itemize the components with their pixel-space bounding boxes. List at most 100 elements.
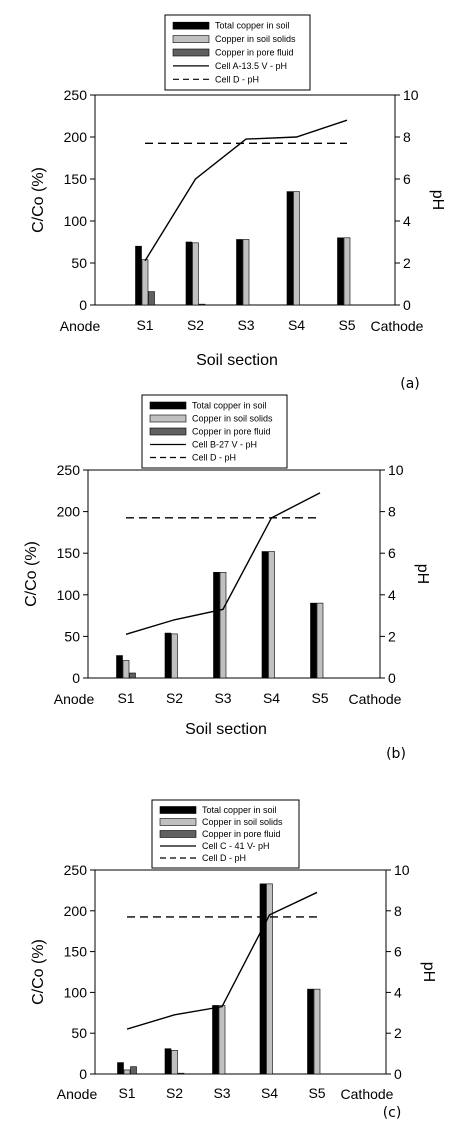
bar-copper-in-soil-solids-s1 xyxy=(141,259,149,306)
y-tick-label: 200 xyxy=(64,903,88,919)
y2-tick-label: 6 xyxy=(403,171,411,187)
x-tick-label: S4 xyxy=(288,317,305,333)
y2-tick-label: 10 xyxy=(394,862,410,878)
y-axis-label: C/Co (%) xyxy=(23,541,40,607)
bar-total-copper-in-soil-s4 xyxy=(259,883,267,1075)
bar-copper-in-soil-solids-s1 xyxy=(123,1069,131,1075)
chart-panel-a: 0 50 100 150 200 250 0 2 4 6 8 10 C/Co (%) pH S1 S2 S3 S4… xyxy=(30,14,446,392)
x-tick-label: S3 xyxy=(213,1085,230,1101)
x-tick-label: S1 xyxy=(136,317,153,333)
bar-copper-in-soil-solids-s3 xyxy=(219,572,227,679)
y-tick-label: 150 xyxy=(64,944,88,960)
bar-copper-in-soil-solids-s2 xyxy=(192,242,199,306)
y2-tick-label: 8 xyxy=(388,504,396,520)
bar-copper-in-soil-solids-s5 xyxy=(313,988,321,1075)
bar-total-copper-in-soil-s5 xyxy=(307,988,314,1075)
y2-tick-label: 0 xyxy=(388,670,396,686)
x-tick-label: S2 xyxy=(187,317,204,333)
x-end-label-anode: Anode xyxy=(60,318,101,334)
x-tick-label: S5 xyxy=(308,1085,325,1101)
line-cell-a-13-5-v-ph xyxy=(144,119,348,262)
y-tick-label: 250 xyxy=(64,87,88,103)
legend-swatch xyxy=(149,414,187,423)
plot-frame xyxy=(94,869,387,1075)
y-tick-label: 50 xyxy=(71,1025,87,1041)
bar-copper-in-pore-fluid-s1 xyxy=(129,672,136,679)
y2-axis-label: pH xyxy=(414,564,431,584)
legend-label: Cell D - pH xyxy=(202,853,246,863)
legend-label: Total copper in soil xyxy=(192,401,267,411)
y2-tick-label: 8 xyxy=(394,903,402,919)
x-end-label-anode: Anode xyxy=(54,691,95,707)
legend: Total copper in soil Copper in soil solid… xyxy=(141,394,288,469)
x-tick-label: S2 xyxy=(166,1085,183,1101)
bar-copper-in-soil-solids-s3 xyxy=(242,239,250,306)
x-tick-label: S2 xyxy=(166,690,183,706)
legend-label: Copper in soil solids xyxy=(215,34,296,44)
legend: Total copper in soil Copper in soil solid… xyxy=(151,799,300,869)
bar-total-copper-in-soil-s1 xyxy=(117,1062,124,1075)
x-tick-label: S5 xyxy=(311,690,328,706)
y-tick-label: 0 xyxy=(79,297,87,313)
line-cell-c-41-v-ph xyxy=(126,891,318,1030)
legend-label: Copper in soil solids xyxy=(192,414,273,424)
y-tick-label: 250 xyxy=(64,862,88,878)
legend-swatch xyxy=(159,830,197,838)
bar-copper-in-soil-solids-s3 xyxy=(218,1005,226,1075)
y2-tick-label: 0 xyxy=(403,297,411,313)
bar-total-copper-in-soil-s1 xyxy=(116,655,123,679)
x-tick-label: S3 xyxy=(214,690,231,706)
legend-label: Copper in pore fluid xyxy=(202,829,281,839)
x-tick-label: S4 xyxy=(261,1085,278,1101)
line-cell-b-27-v-ph xyxy=(125,492,321,635)
bar-copper-in-pore-fluid-s2 xyxy=(177,1072,185,1075)
legend-label: Copper in pore fluid xyxy=(215,48,294,58)
x-end-label-cathode: Cathode xyxy=(371,318,424,334)
y2-tick-label: 4 xyxy=(403,213,411,229)
legend-swatch xyxy=(172,48,210,57)
y2-tick-label: 4 xyxy=(388,587,396,603)
y-tick-label: 150 xyxy=(64,171,88,187)
bar-copper-in-soil-solids-s5 xyxy=(343,237,351,306)
x-tick-label: S1 xyxy=(117,690,134,706)
bar-copper-in-soil-solids-s4 xyxy=(268,551,275,679)
bar-total-copper-in-soil-s3 xyxy=(236,239,243,306)
bar-total-copper-in-soil-s4 xyxy=(286,191,294,306)
y2-tick-label: 8 xyxy=(403,129,411,145)
plot-frame xyxy=(87,469,381,679)
y2-tick-label: 6 xyxy=(388,545,396,561)
y-axis-label: C/Co (%) xyxy=(30,939,47,1005)
y2-tick-label: 10 xyxy=(388,462,404,478)
bar-copper-in-pore-fluid-s1 xyxy=(130,1066,137,1075)
y2-tick-label: 2 xyxy=(388,628,396,644)
bar-copper-in-soil-solids-s2 xyxy=(171,1050,178,1075)
y-tick-label: 100 xyxy=(64,984,88,1000)
bar-total-copper-in-soil-s3 xyxy=(213,572,220,679)
y-tick-label: 250 xyxy=(57,462,81,478)
y-tick-label: 0 xyxy=(72,670,80,686)
bar-total-copper-in-soil-s2 xyxy=(164,1048,172,1075)
bar-total-copper-in-soil-s5 xyxy=(310,602,317,679)
chart-panel-b: 0 50 100 150 200 250 0 2 4 6 8 10 C/Co (%) pH S1 S2 S3 S4… xyxy=(23,394,431,762)
y2-axis-label: pH xyxy=(420,962,437,982)
bar-total-copper-in-soil-s5 xyxy=(337,237,344,306)
bar-total-copper-in-soil-s3 xyxy=(212,1005,219,1075)
legend-swatch xyxy=(159,818,197,826)
legend-label: Cell D - pH xyxy=(215,74,259,84)
x-axis-label: Soil section xyxy=(185,721,267,738)
y2-tick-label: 6 xyxy=(394,944,402,960)
legend-label: Cell C - 41 V- pH xyxy=(202,841,270,851)
y-tick-label: 150 xyxy=(57,545,81,561)
panel-label: (c) xyxy=(383,1105,402,1121)
bar-total-copper-in-soil-s2 xyxy=(164,632,172,679)
bar-total-copper-in-soil-s1 xyxy=(135,245,142,306)
y2-axis-label: pH xyxy=(429,190,446,210)
y-tick-label: 50 xyxy=(64,628,80,644)
y2-tick-label: 0 xyxy=(394,1066,402,1082)
x-tick-label: S3 xyxy=(237,317,254,333)
bar-copper-in-soil-solids-s1 xyxy=(122,660,130,679)
legend-swatch xyxy=(159,806,197,814)
x-axis-label: Soil section xyxy=(196,352,278,369)
legend-label: Cell D - pH xyxy=(192,453,236,463)
